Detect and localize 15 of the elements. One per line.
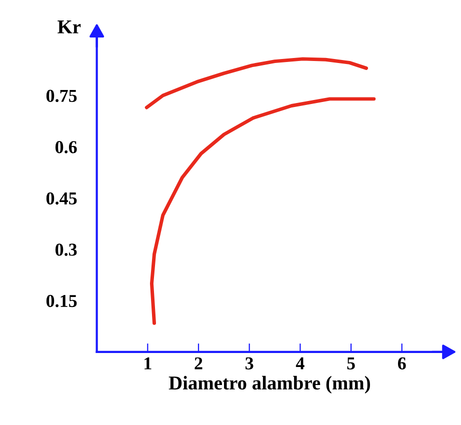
x-tick-label: 5: [347, 357, 355, 370]
y-tick-label: 0.6: [55, 141, 77, 154]
x-axis-title: Diametro alambre (mm): [168, 376, 370, 394]
y-axis-title: Kr: [58, 20, 81, 34]
x-tick-label: 3: [246, 357, 254, 370]
y-tick-label: 0.3: [55, 244, 77, 256]
y-tick-label: 0.45: [46, 192, 77, 205]
line-series: [150, 97, 376, 325]
x-tick-label: 4: [296, 357, 304, 370]
y-tick-label: 0.75: [46, 90, 77, 102]
line-series: [144, 57, 368, 110]
x-tick-label: 6: [398, 357, 406, 370]
x-tick-label: 2: [194, 357, 202, 370]
y-tick-label: 0.15: [46, 294, 77, 308]
x-tick-label: 1: [144, 357, 152, 370]
